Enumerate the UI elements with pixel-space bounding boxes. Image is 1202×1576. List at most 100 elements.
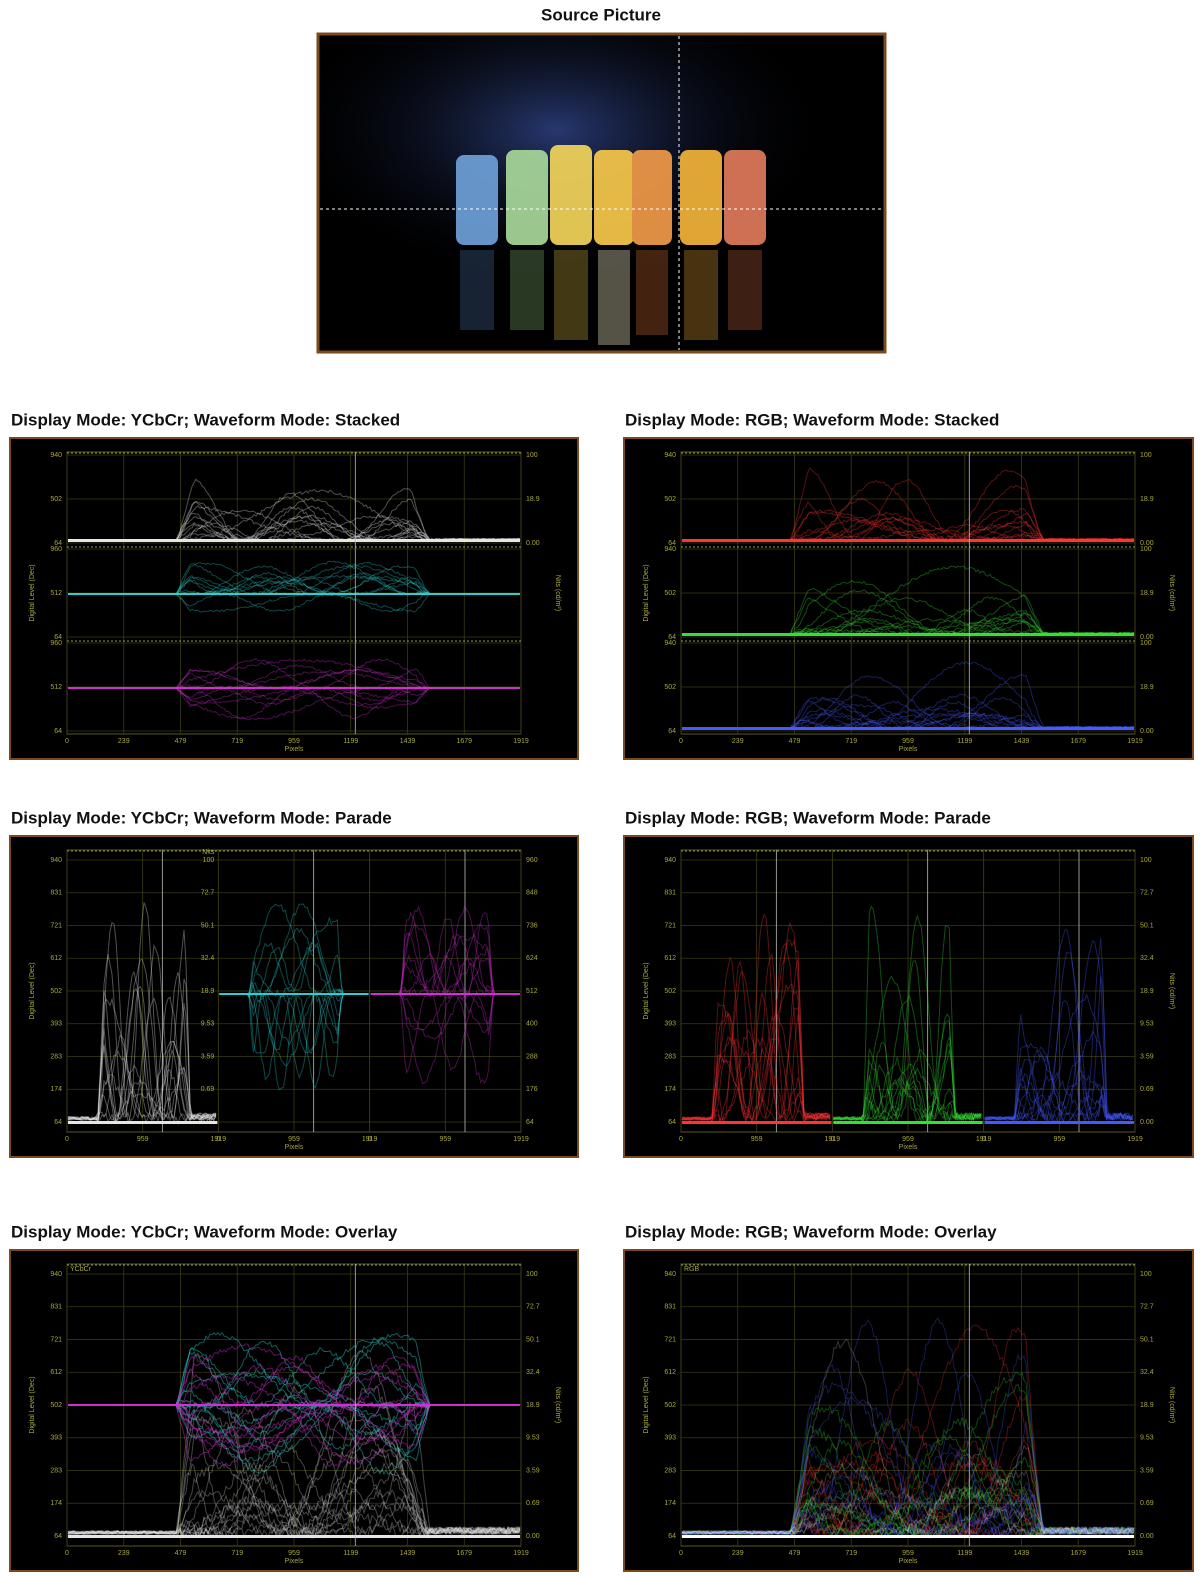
waveform-trace <box>984 939 1134 1125</box>
waveform-trace <box>681 942 831 1124</box>
panel-heading: Display Mode: YCbCr; Waveform Mode: Stac… <box>11 410 400 429</box>
waveform-trace <box>832 905 982 1121</box>
tick-label: 72.7 <box>201 890 215 897</box>
tick-label: 1919 <box>825 1136 841 1143</box>
tick-label: 239 <box>732 1550 744 1557</box>
tick-label: 174 <box>664 1500 676 1507</box>
tick-label: 831 <box>50 890 62 897</box>
waveform-trace <box>67 1471 521 1539</box>
x-axis-label: Pixels <box>899 746 918 753</box>
waveform-trace <box>67 970 217 1122</box>
tick-label: 0 <box>65 1550 69 1557</box>
tick-label: 959 <box>751 1136 763 1143</box>
x-axis-label: Pixels <box>285 746 304 753</box>
waveform-trace <box>67 1414 521 1539</box>
tick-label: 0 <box>65 1136 69 1143</box>
waveform-trace <box>67 997 217 1122</box>
waveform-trace <box>67 1046 217 1123</box>
tick-label: 174 <box>664 1086 676 1093</box>
tick-label: 50.1 <box>201 922 215 929</box>
waveform-trace <box>833 975 982 1124</box>
waveform-trace <box>67 929 217 1121</box>
tick-label: 393 <box>50 1021 62 1028</box>
tick-label: 400 <box>526 1021 538 1028</box>
waveform-trace <box>67 997 217 1125</box>
waveform-trace <box>681 1442 1135 1539</box>
tick-label: 64 <box>668 1533 676 1540</box>
waveform-trace <box>681 1463 1135 1539</box>
tick-label: 721 <box>664 922 676 929</box>
tick-label: 0.00 <box>1140 1533 1154 1540</box>
tick-label: 32.4 <box>1140 955 1154 962</box>
waveform-trace <box>681 1481 1135 1538</box>
tick-label: 50.1 <box>1140 1336 1154 1343</box>
bottle <box>724 150 766 245</box>
tick-label: 100 <box>1140 546 1152 553</box>
waveform-trace <box>681 1437 1135 1537</box>
tick-label: 940 <box>50 452 62 459</box>
panel-heading: Display Mode: RGB; Waveform Mode: Overla… <box>625 1222 997 1241</box>
tick-label: 1679 <box>456 738 472 745</box>
left-axis-label: Digital Level (Dec) <box>29 962 36 1019</box>
tick-label: 502 <box>664 1402 676 1409</box>
tick-label: 100 <box>203 857 215 864</box>
tick-label: 64 <box>668 634 676 641</box>
waveform-trace <box>984 1082 1133 1123</box>
waveform-trace <box>681 1419 1135 1538</box>
tick-label: 1919 <box>362 1136 378 1143</box>
tick-label: 940 <box>50 1271 62 1278</box>
left-axis-label: Digital Level (Dec) <box>643 1376 650 1433</box>
tick-label: 624 <box>526 955 538 962</box>
waveform-trace <box>681 1404 1135 1539</box>
tick-label: 72.7 <box>526 1304 540 1311</box>
tick-label: 1439 <box>1014 1550 1030 1557</box>
waveform-trace <box>67 1439 521 1539</box>
tick-label: 3.59 <box>1140 1053 1154 1060</box>
waveform-trace <box>681 1338 1135 1536</box>
waveform-trace <box>832 1013 982 1124</box>
bottle <box>632 150 672 245</box>
tick-label: 502 <box>664 590 676 597</box>
waveform-trace <box>67 1352 521 1537</box>
tick-label: 18.9 <box>1140 496 1154 503</box>
waveform-trace <box>984 992 1134 1122</box>
waveform-trace <box>681 1383 1135 1539</box>
waveform-trace <box>67 1447 521 1540</box>
tick-label: 959 <box>902 1136 914 1143</box>
tick-label: 3.59 <box>201 1053 215 1060</box>
tick-label: 18.9 <box>1140 1402 1154 1409</box>
tick-label: 1439 <box>400 738 416 745</box>
waveform-trace <box>681 1444 1135 1540</box>
right-axis-label: Nits (cd/m²) <box>554 1387 561 1423</box>
waveform-trace <box>67 1499 521 1540</box>
tick-label: 32.4 <box>1140 1369 1154 1376</box>
tick-label: 1919 <box>513 1550 529 1557</box>
tick-label: 0.69 <box>1140 1500 1154 1507</box>
tick-label: 719 <box>845 738 857 745</box>
waveform-trace <box>984 937 1134 1122</box>
waveform-trace <box>681 922 831 1124</box>
tick-label: 512 <box>50 684 62 691</box>
panel-frame <box>623 437 1194 760</box>
bottle <box>506 150 548 245</box>
tick-label: 3.59 <box>526 1467 540 1474</box>
waveform-trace <box>984 929 1133 1123</box>
tick-label: 612 <box>50 955 62 962</box>
tick-label: 239 <box>732 738 744 745</box>
tick-label: 0 <box>830 1136 834 1143</box>
waveform-trace <box>67 1414 521 1539</box>
tick-label: 9.53 <box>526 1435 540 1442</box>
tick-label: 1679 <box>1070 1550 1086 1557</box>
tick-label: 100 <box>526 452 538 459</box>
waveform-trace <box>681 1450 1135 1539</box>
tick-label: 502 <box>50 1402 62 1409</box>
panel-heading: Display Mode: RGB; Waveform Mode: Stacke… <box>625 410 999 429</box>
waveform-trace <box>681 992 831 1123</box>
tick-label: 959 <box>288 738 300 745</box>
waveform-trace <box>681 1457 1135 1540</box>
waveform-trace <box>681 1490 1135 1538</box>
waveform-panel: Digital Level (Dec) Pixels 940 831 721 612 502… <box>9 835 579 1158</box>
tick-label: 100 <box>1140 640 1152 647</box>
tick-label: 0 <box>368 1136 372 1143</box>
tick-label: 18.9 <box>526 496 540 503</box>
